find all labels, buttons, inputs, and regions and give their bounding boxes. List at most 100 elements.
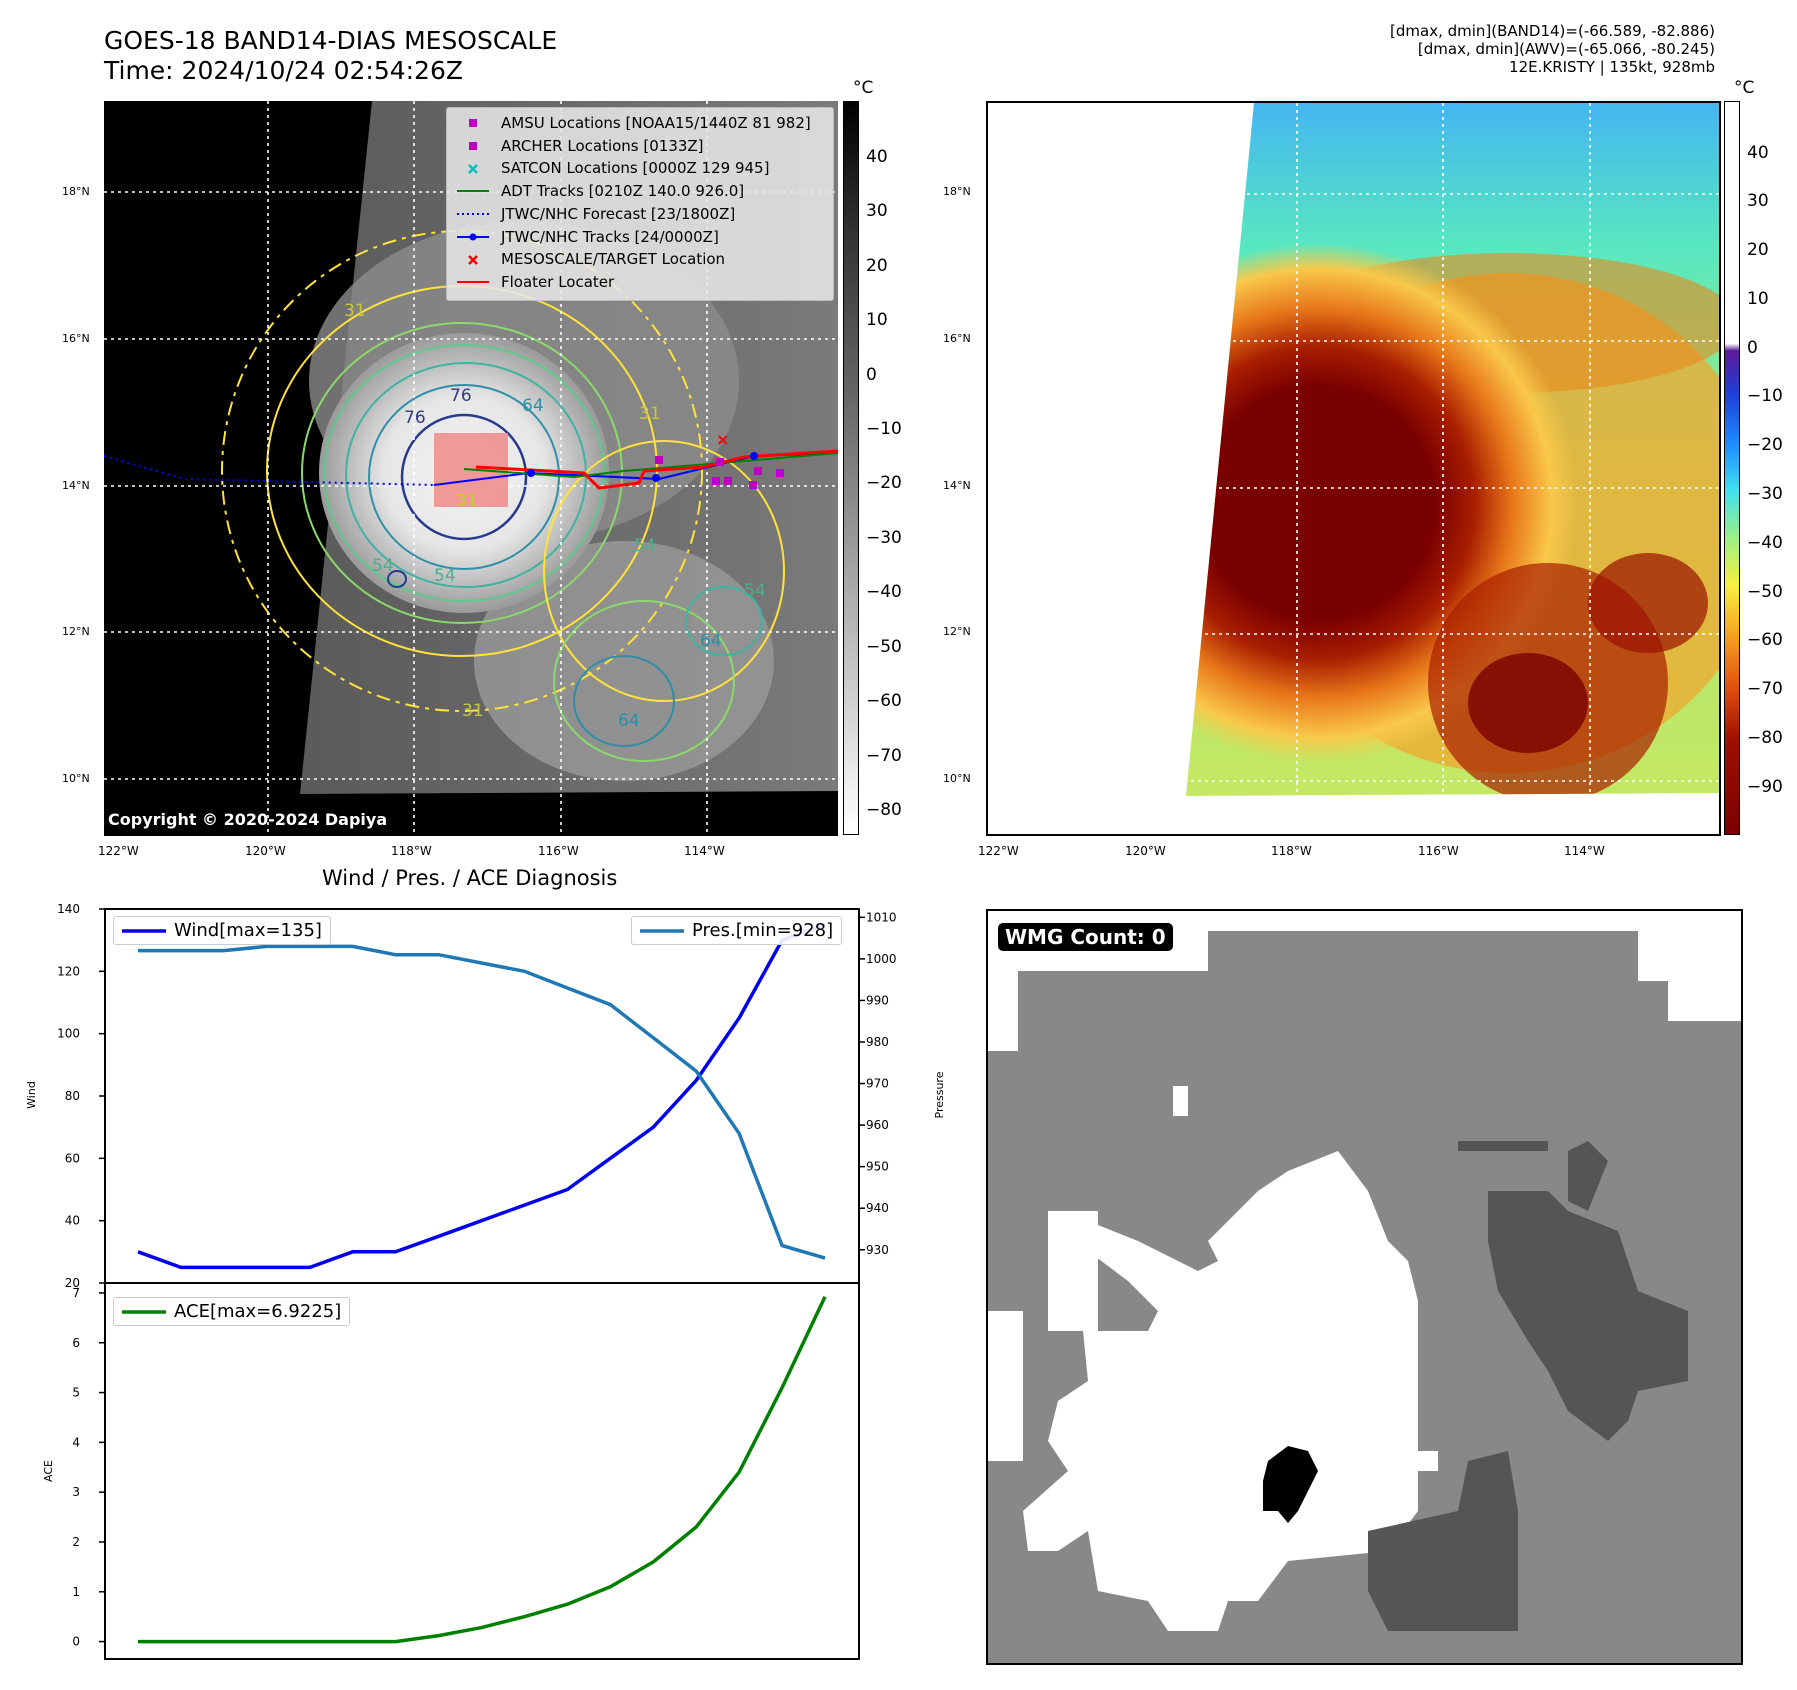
y-tick-label: 80: [65, 1089, 80, 1103]
lon-label: 122°W: [98, 844, 139, 858]
y-tick-label: 4: [72, 1435, 80, 1449]
y-tick-label: 2: [72, 1535, 80, 1549]
lat-label: 12°N: [62, 625, 90, 638]
contour-label: 54: [744, 581, 766, 601]
pressure-ylabel: Pressure: [933, 1071, 946, 1118]
wind-ylabel: Wind: [25, 1081, 38, 1109]
colorbar-tick: −70: [866, 746, 902, 766]
lat-label: 12°N: [943, 625, 971, 638]
y-tick-label: 100: [57, 1027, 80, 1041]
line-dot-marker-icon: [457, 233, 489, 241]
info-line-3: 12E.KRISTY | 135kt, 928mb: [1509, 58, 1715, 76]
lat-label: 14°N: [943, 479, 971, 492]
legend-item-floater: Floater Locater: [455, 271, 825, 294]
lon-label: 116°W: [1418, 844, 1459, 858]
line-marker-icon: [457, 190, 489, 193]
copyright-notice: Copyright © 2020-2024 Dapiya: [108, 810, 388, 829]
blue-line-icon: [122, 928, 166, 933]
colorbar-tick: −70: [1747, 679, 1783, 699]
product-title: GOES-18 BAND14-DIAS MESOSCALE Time: 2024…: [104, 26, 557, 86]
legend-item-tracks: JTWC/NHC Tracks [24/0000Z]: [455, 226, 825, 249]
contour-label: 76: [404, 408, 426, 428]
colorbar-unit: °C: [853, 78, 874, 98]
colorbar-tick: −60: [1747, 630, 1783, 650]
square-marker-icon: [469, 142, 477, 151]
y-tick-label: 940: [866, 1201, 889, 1215]
line-marker-icon: [457, 281, 489, 284]
y-tick-label: 990: [866, 993, 889, 1007]
colorbar-tick: 0: [1747, 338, 1758, 358]
lat-label: 10°N: [943, 772, 971, 785]
legend-label: ADT Tracks [0210Z 140.0 926.0]: [501, 182, 745, 201]
y-tick-label: 5: [72, 1386, 80, 1400]
y-tick-label: 980: [866, 1035, 889, 1049]
lon-label: 114°W: [1564, 844, 1605, 858]
ir-map-panel: × 76 76 64 64 64 54 54 54 54 31 31 31 31…: [103, 101, 839, 836]
colorbar-tick: −10: [866, 419, 902, 439]
colorbar-tick: 30: [866, 201, 888, 221]
colorbar-tick: −50: [1747, 582, 1783, 602]
legend-label: JTWC/NHC Tracks [24/0000Z]: [501, 227, 719, 246]
pressure-series-line: [138, 944, 826, 1260]
colorbar-tick: −40: [866, 582, 902, 602]
y-tick-label: 60: [65, 1151, 80, 1165]
y-tick-label: 3: [72, 1485, 80, 1499]
y-tick-label: 1000: [866, 952, 897, 966]
colorbar-tick: −50: [866, 637, 902, 657]
contour-label: 54: [634, 536, 656, 556]
contour-label: 31: [456, 491, 478, 511]
y-tick-label: 40: [65, 1214, 80, 1228]
lon-label: 122°W: [978, 844, 1019, 858]
colorbar-tick: 20: [866, 256, 888, 276]
lon-label: 114°W: [684, 844, 725, 858]
colorbar-tick: −20: [1747, 435, 1783, 455]
lat-label: 18°N: [943, 185, 971, 198]
pressure-axis: 930 940 950 960 970 980 990 1000 1010: [859, 910, 897, 1257]
legend-item-archer: ARCHER Locations [0133Z]: [455, 135, 825, 158]
ace-legend-label: ACE[max=6.9225]: [174, 1301, 342, 1322]
y-tick-label: 20: [65, 1276, 80, 1290]
info-line-1: [dmax, dmin](BAND14)=(-66.589, -82.886): [1390, 22, 1715, 40]
y-tick-label: 1: [72, 1585, 80, 1599]
grey-colorbar: [843, 101, 859, 835]
map-legend: AMSU Locations [NOAA15/1440Z 81 982] ARC…: [446, 107, 834, 301]
contour-label: 76: [450, 386, 472, 406]
contour-label: 54: [372, 556, 394, 576]
contour-label: 64: [618, 711, 640, 731]
legend-label: JTWC/NHC Forecast [23/1800Z]: [501, 204, 736, 223]
lon-label: 116°W: [538, 844, 579, 858]
grey-colorbar-ticks: 40 30 20 10 0 −10 −20 −30 −40 −50 −60 −7…: [866, 101, 926, 835]
ace-ylabel: ACE: [42, 1460, 55, 1482]
lon-label: 120°W: [245, 844, 286, 858]
colorbar-tick: 10: [866, 310, 888, 330]
y-tick-label: 1010: [866, 910, 897, 924]
lon-label: 118°W: [391, 844, 432, 858]
contour-label: 64: [522, 396, 544, 416]
colorbar-tick: 10: [1747, 289, 1769, 309]
color-ir-map: [988, 103, 1719, 834]
colorbar-tick: −20: [866, 473, 902, 493]
pressure-legend-label: Pres.[min=928]: [692, 920, 834, 941]
colorbar-tick: −30: [866, 528, 902, 548]
ace-axis: 0 1 2 3 4 5 6 7: [72, 1286, 105, 1649]
dotted-line-icon: [457, 213, 489, 216]
colorbar-unit: °C: [1734, 78, 1755, 98]
color-colorbar: [1724, 101, 1740, 835]
wind-legend-label: Wind[max=135]: [174, 920, 322, 941]
lat-label: 16°N: [62, 332, 90, 345]
legend-item-forecast: JTWC/NHC Forecast [23/1800Z]: [455, 203, 825, 226]
colorbar-tick: −30: [1747, 484, 1783, 504]
y-tick-label: 950: [866, 1160, 889, 1174]
legend-label: Floater Locater: [501, 272, 615, 291]
legend-item-adt: ADT Tracks [0210Z 140.0 926.0]: [455, 180, 825, 203]
wind-legend: Wind[max=135]: [113, 916, 331, 945]
green-line-icon: [122, 1309, 166, 1314]
legend-label: AMSU Locations [NOAA15/1440Z 81 982]: [501, 114, 811, 132]
ace-legend: ACE[max=6.9225]: [113, 1297, 351, 1326]
x-marker-icon: [468, 254, 478, 265]
wmg-map: [988, 911, 1741, 1631]
y-tick-label: 0: [72, 1635, 80, 1649]
steelblue-line-icon: [640, 928, 684, 933]
pressure-legend: Pres.[min=928]: [631, 916, 843, 945]
